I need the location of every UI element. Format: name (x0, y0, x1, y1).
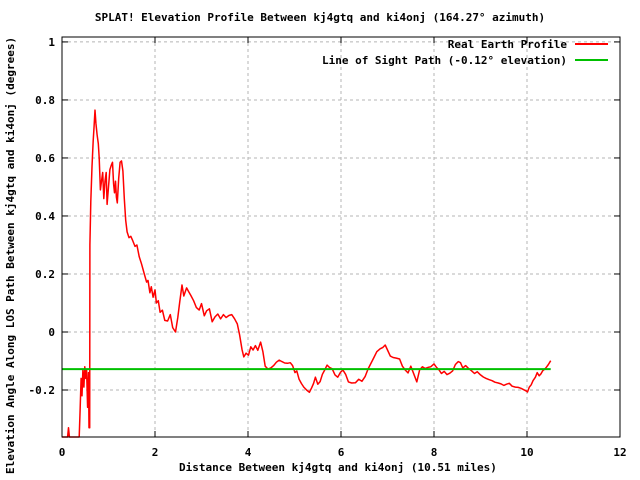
y-tick-label: 0.4 (35, 210, 55, 223)
x-tick-label: 10 (520, 446, 533, 459)
y-tick-label: -0.2 (29, 384, 56, 397)
y-tick-label: 0 (48, 326, 55, 339)
y-tick-label: 0.2 (35, 268, 55, 281)
y-tick-label: 1 (48, 36, 55, 49)
legend-label-real-earth-profile: Real Earth Profile (447, 37, 567, 51)
x-tick-label: 8 (431, 446, 438, 459)
legend: Real Earth Profile Line of Sight Path (-… (322, 36, 608, 68)
y-tick-label: 0.8 (35, 94, 55, 107)
x-tick-label: 2 (152, 446, 159, 459)
chart-title: SPLAT! Elevation Profile Between kj4gtq … (94, 11, 546, 24)
legend-line-sample-green (575, 59, 608, 61)
legend-item-real-earth-profile: Real Earth Profile (322, 36, 608, 52)
x-tick-label: 4 (245, 446, 252, 459)
y-tick-label: 0.6 (35, 152, 55, 165)
legend-label-line-of-sight: Line of Sight Path (-0.12° elevation) (321, 53, 567, 67)
x-axis-label: Distance Between kj4gtq and ki4onj (10.5… (179, 461, 497, 474)
x-tick-label: 6 (338, 446, 345, 459)
real-earth-profile-line (62, 109, 552, 438)
legend-line-sample-red (575, 43, 608, 45)
x-tick-label: 12 (613, 446, 626, 459)
y-axis-label: Elevation Angle Along LOS Path Between k… (4, 36, 17, 474)
x-tick-label: 0 (59, 446, 66, 459)
legend-item-line-of-sight: Line of Sight Path (-0.12° elevation) (322, 52, 608, 68)
